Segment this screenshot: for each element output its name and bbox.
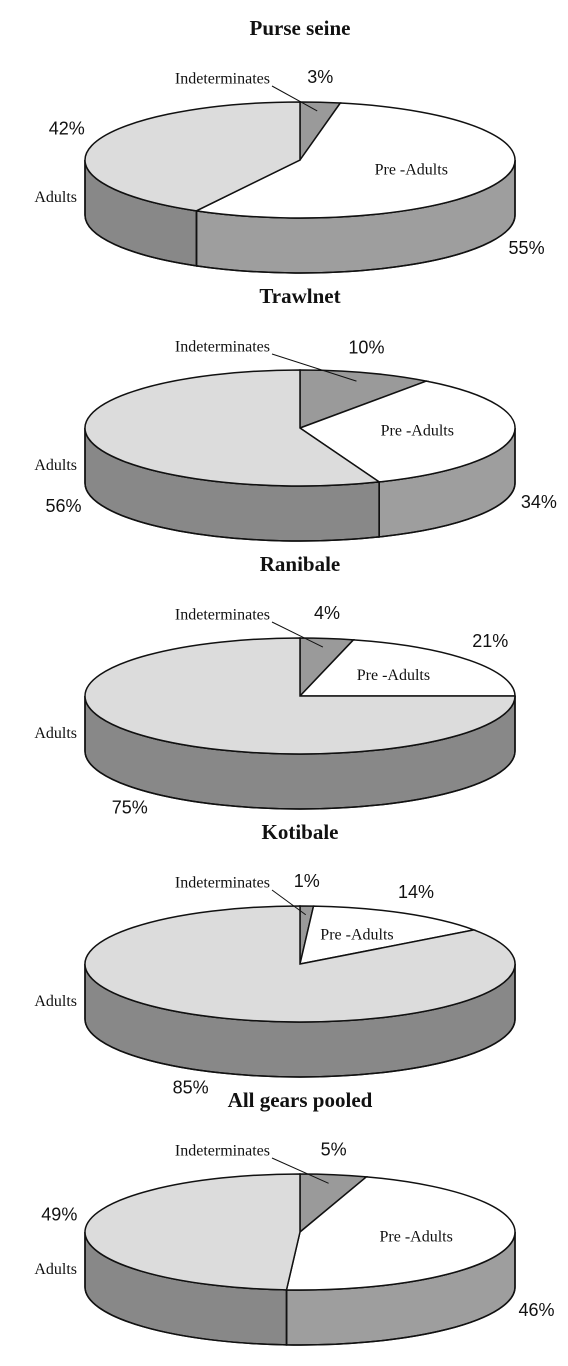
value-label: 10% [348, 338, 384, 358]
value-label: 46% [519, 1300, 555, 1320]
pie-slice [193, 102, 516, 219]
pie-slice [84, 637, 516, 755]
pie-slice [299, 905, 477, 965]
value-label: 34% [521, 492, 557, 512]
category-label: Indeterminates [175, 339, 270, 356]
value-label: 14% [398, 882, 434, 902]
value-label: 75% [112, 798, 148, 818]
leader-line [271, 889, 307, 916]
category-label: Pre -Adults [379, 1229, 452, 1246]
pie-slice [84, 369, 382, 487]
pie-slice [84, 905, 516, 1023]
category-label: Indeterminates [175, 875, 270, 892]
value-label: 1% [294, 871, 320, 891]
category-label: Adults [34, 457, 77, 474]
category-label: Pre -Adults [357, 667, 430, 684]
value-label: 4% [314, 603, 340, 623]
value-label: 21% [472, 631, 508, 651]
category-label: Indeterminates [175, 1143, 270, 1160]
chart-title: Purse seine [250, 16, 351, 40]
leader-line [271, 85, 318, 112]
category-label: Indeterminates [175, 71, 270, 88]
chart-title: Trawlnet [259, 284, 340, 308]
pie-slice [84, 101, 301, 212]
value-label: 5% [321, 1139, 347, 1159]
pie-slice [298, 380, 516, 483]
leader-line [271, 1157, 329, 1184]
leader-line [271, 353, 357, 382]
value-label: 49% [41, 1205, 77, 1225]
value-label: 85% [173, 1078, 209, 1098]
pie-slice [299, 369, 430, 430]
value-label: 42% [49, 119, 85, 139]
pie-slice [298, 639, 516, 697]
category-label: Adults [34, 1261, 77, 1278]
chart-title: All gears pooled [228, 1088, 373, 1112]
value-label: 3% [307, 67, 333, 87]
category-label: Pre -Adults [381, 423, 454, 440]
chart-title: Ranibale [260, 552, 341, 576]
category-label: Adults [34, 993, 77, 1010]
category-label: Adults [34, 189, 77, 206]
chart-title: Kotibale [262, 820, 339, 844]
pie-slice [83, 1173, 301, 1291]
value-label: 55% [509, 238, 545, 258]
pie-slice [285, 1176, 516, 1291]
category-label: Pre -Adults [375, 161, 448, 178]
value-label: 56% [45, 496, 81, 516]
category-label: Adults [34, 725, 77, 742]
category-label: Pre -Adults [320, 927, 393, 944]
category-label: Indeterminates [175, 607, 270, 624]
leader-line [271, 621, 324, 648]
